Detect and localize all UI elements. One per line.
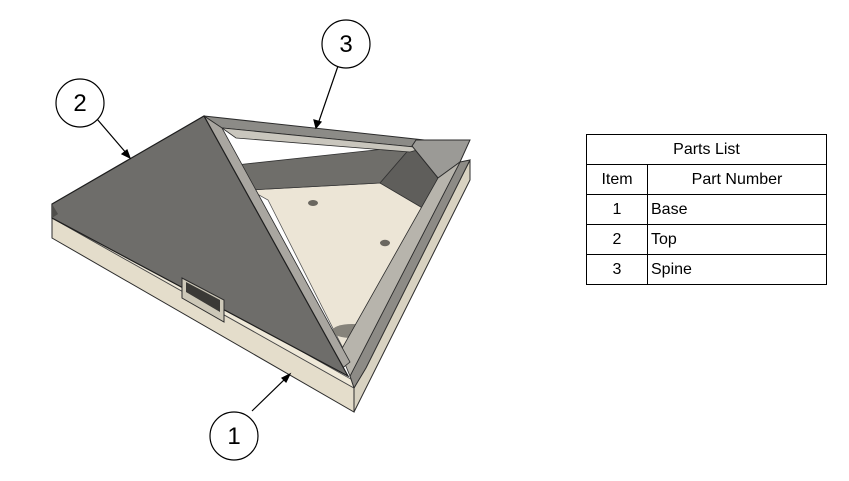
parts-list-title-row: Parts List [586,134,827,165]
balloon-1-label: 1 [227,423,240,450]
top-panel-edge [52,204,58,218]
base-slot-inner [186,282,220,312]
table-row: 2 Top [586,224,827,255]
leader-3 [317,65,339,125]
parts-list-title: Parts List [586,134,827,165]
spine-top-bar-face [220,127,425,153]
header-part-number: Part Number [647,164,827,195]
row-part-number: Spine [647,254,827,285]
balloon-2-circle [55,78,105,128]
floor-hole-1 [308,200,318,206]
row-part-number: Base [647,194,827,225]
table-row: 1 Base [586,194,827,225]
leader-2 [96,118,128,155]
leaders [96,65,339,412]
parts-list-table: Parts List Item Part Number 1 Base 2 Top… [586,134,827,285]
row-item: 1 [586,194,648,225]
row-item: 2 [586,224,648,255]
header-item: Item [586,164,648,195]
leader-3-arrow [313,119,323,130]
spine-right-leg-inner [339,161,461,377]
balloon-2: 2 [55,78,105,128]
balloon-1-circle [209,411,259,461]
floor-hole-2 [380,239,390,247]
balloon-3: 3 [321,19,371,69]
table-row: 3 Spine [586,254,827,285]
top-part [51,115,350,378]
row-item: 3 [586,254,648,285]
leader-1 [251,377,287,412]
parts-list-header-row: Item Part Number [586,164,827,195]
leader-1-arrow [280,372,292,384]
balloon-2-label: 2 [73,90,86,117]
row-part-number: Top [647,224,827,255]
balloon-1: 1 [209,411,259,461]
spine-part [203,115,471,390]
balloon-3-label: 3 [339,31,352,58]
balloon-3-circle [321,19,371,69]
leader-2-arrow [120,149,132,160]
